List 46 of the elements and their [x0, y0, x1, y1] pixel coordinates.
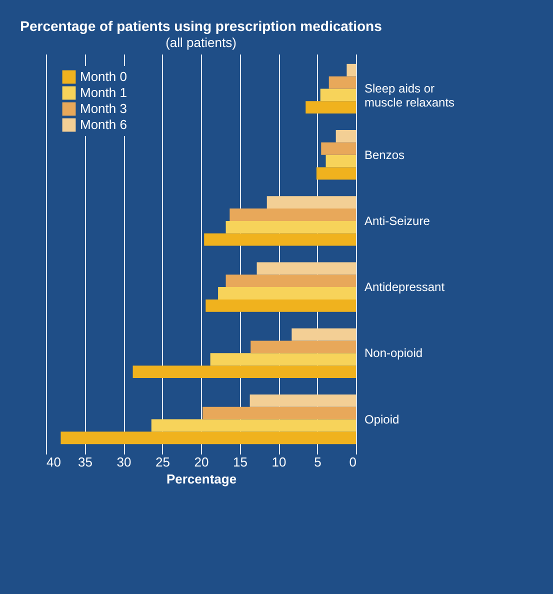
x-tick-label: 5	[314, 454, 322, 470]
bar	[204, 233, 356, 246]
bar	[218, 287, 356, 300]
bar	[250, 394, 356, 407]
y-tick-label: Anti-Seizure	[364, 214, 430, 228]
bar	[306, 101, 356, 114]
bar	[321, 142, 356, 155]
bar	[250, 340, 356, 354]
y-tick-label: Sleep aids or muscle relaxants	[364, 82, 455, 110]
x-tick-label: 25	[156, 454, 170, 470]
bar	[316, 167, 356, 180]
bar	[266, 196, 356, 209]
bar	[256, 262, 356, 275]
bar	[320, 88, 356, 102]
bar	[210, 353, 356, 366]
bar	[202, 406, 356, 420]
bar	[326, 154, 356, 168]
bar	[60, 432, 356, 444]
bar	[151, 419, 356, 432]
y-tick-label: Antidepressant	[364, 280, 446, 294]
legend-label: Month 3	[80, 101, 127, 116]
legend-label: Month 1	[80, 85, 127, 100]
bar	[346, 64, 356, 76]
x-tick-label: 0	[349, 454, 356, 470]
bar	[336, 130, 356, 142]
y-tick-label: Opioid	[364, 412, 400, 426]
x-axis-title: Percentage	[166, 472, 237, 486]
x-tick-label: 30	[116, 454, 132, 470]
bar	[226, 220, 356, 234]
bar	[292, 328, 356, 341]
chart-title: Percentage of patients using prescription medications	[20, 18, 382, 34]
x-tick-label: 40	[46, 454, 61, 470]
x-tick-label: 35	[78, 454, 92, 470]
legend-label: Month 6	[80, 117, 127, 132]
bar	[132, 366, 356, 378]
chart-subtitle: (all patients)	[166, 35, 236, 50]
x-tick-label: 15	[233, 454, 248, 470]
legend-label: Month 0	[80, 69, 127, 84]
x-tick-label: 10	[272, 454, 286, 470]
bar	[226, 274, 356, 288]
bar	[328, 76, 356, 89]
y-tick-label: Non-opioid	[364, 346, 423, 360]
bar	[206, 299, 356, 312]
x-tick-label: 20	[194, 454, 209, 470]
y-tick-label: Benzos	[364, 148, 405, 162]
bar	[230, 208, 356, 221]
